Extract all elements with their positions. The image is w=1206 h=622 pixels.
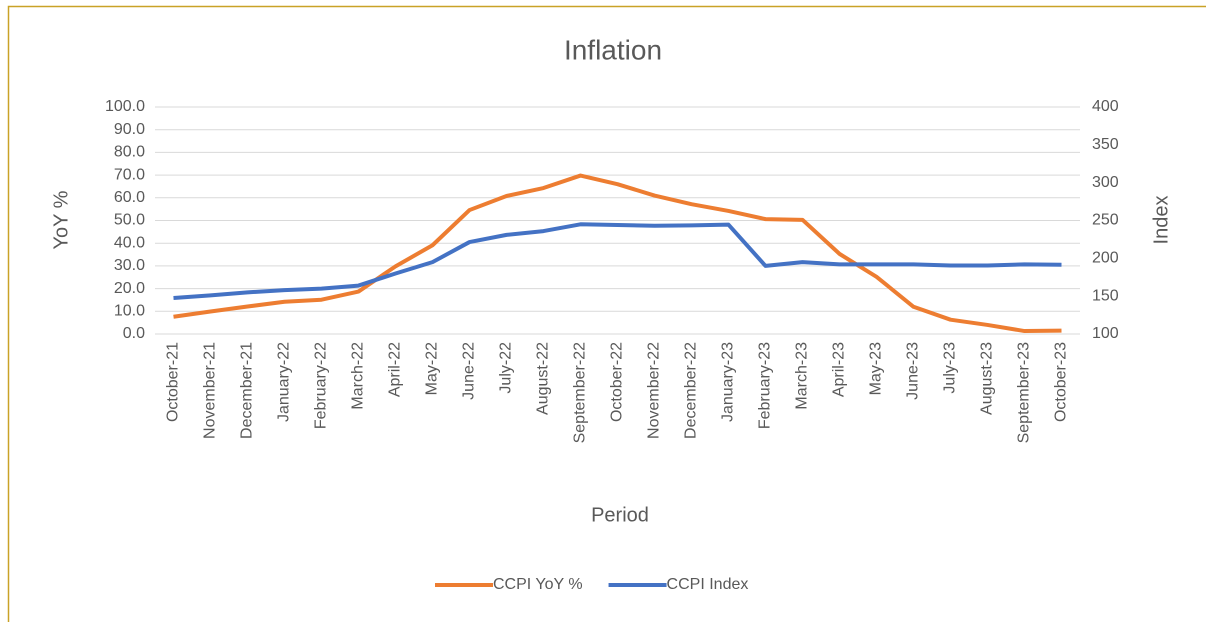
y-tick-label: 90.0 (114, 121, 145, 138)
y2-tick-label: 250 (1092, 212, 1119, 229)
y2-tick-label: 100 (1092, 325, 1119, 342)
x-tick-label: October-21 (165, 342, 182, 422)
x-tick-label: July-23 (942, 342, 959, 394)
x-tick-label: September-23 (1016, 342, 1033, 443)
y2-tick-label: 350 (1092, 136, 1119, 153)
x-tick-label: June-22 (461, 342, 478, 400)
y-tick-label: 30.0 (114, 257, 145, 274)
x-tick-label: March-22 (350, 342, 367, 410)
y-tick-label: 20.0 (114, 280, 145, 297)
x-tick-label: December-22 (683, 342, 700, 439)
y2-tick-label: 300 (1092, 174, 1119, 191)
x-tick-label: August-22 (535, 342, 552, 415)
x-tick-label: August-23 (979, 342, 996, 415)
x-tick-label: May-23 (868, 342, 885, 395)
legend-label: CCPI YoY % (493, 576, 583, 593)
series-line (173, 173, 1062, 334)
x-tick-label: November-21 (202, 342, 219, 439)
y2-tick-label: 400 (1092, 98, 1119, 115)
y2-tick-label: 200 (1092, 250, 1119, 267)
y2-tick-label: 150 (1092, 287, 1119, 304)
frame (7, 5, 1206, 622)
x-tick-label: April-22 (387, 342, 404, 397)
y-tick-label: 40.0 (114, 234, 145, 251)
x-tick-label: September-22 (572, 342, 589, 443)
x-tick-label: January-23 (720, 342, 737, 422)
x-tick-label: January-22 (276, 342, 293, 422)
x-tick-label: February-23 (757, 342, 774, 429)
x-tick-label: October-22 (609, 342, 626, 422)
y-tick-label: 70.0 (114, 166, 145, 183)
x-tick-label: October-23 (1053, 342, 1070, 422)
y-tick-label: 100.0 (105, 98, 145, 115)
x-tick-label: November-22 (646, 342, 663, 439)
x-tick-label: June-23 (905, 342, 922, 400)
y-tick-label: 60.0 (114, 189, 145, 206)
legend-label: CCPI Index (667, 576, 749, 593)
x-tick-label: March-23 (794, 342, 811, 410)
x-tick-label: April-23 (831, 342, 848, 397)
y-tick-label: 50.0 (114, 212, 145, 229)
x-tick-label: February-22 (313, 342, 330, 429)
y-tick-label: 0.0 (123, 325, 145, 342)
x-tick-label: May-22 (424, 342, 441, 395)
chart-title: Inflation (564, 34, 662, 65)
x-axis-title: Period (591, 504, 649, 526)
y-tick-label: 80.0 (114, 144, 145, 161)
y-axis-title: YoY % (50, 190, 72, 249)
y2-axis-title: Index (1150, 196, 1172, 245)
x-tick-label: July-22 (498, 342, 515, 394)
x-tick-label: December-21 (239, 342, 256, 439)
y-tick-label: 10.0 (114, 303, 145, 320)
series-line (173, 222, 1062, 300)
